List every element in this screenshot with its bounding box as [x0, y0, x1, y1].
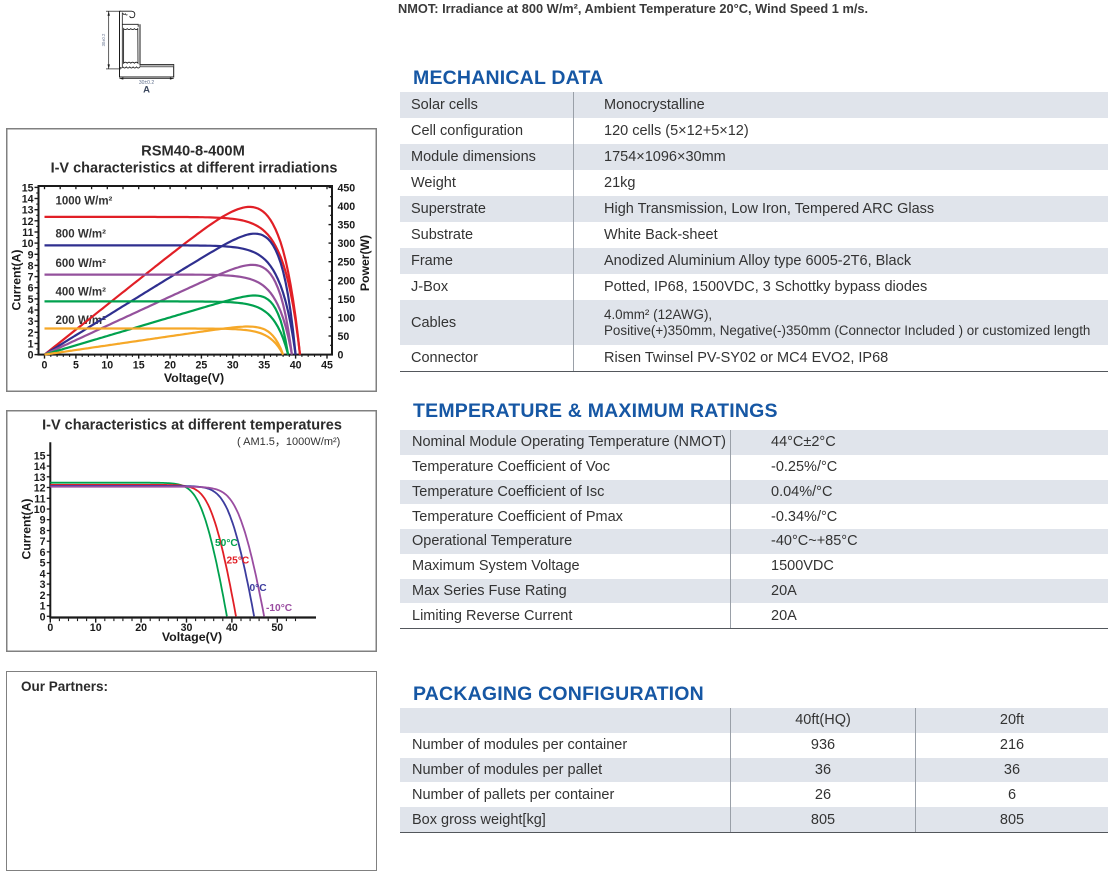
svg-text:1000 W/m²: 1000 W/m²: [56, 196, 113, 208]
svg-text:0: 0: [28, 350, 34, 362]
svg-text:7: 7: [28, 272, 34, 284]
svg-text:20: 20: [164, 360, 176, 372]
svg-text:Power(W): Power(W): [358, 235, 372, 291]
svg-text:12: 12: [34, 483, 46, 495]
svg-text:150: 150: [338, 294, 356, 306]
svg-text:15: 15: [34, 450, 46, 462]
svg-text:200: 200: [338, 275, 356, 287]
svg-text:Current(A): Current(A): [10, 250, 24, 311]
svg-text:5: 5: [40, 558, 46, 570]
svg-text:6: 6: [40, 547, 46, 559]
svg-text:10: 10: [34, 504, 46, 516]
svg-text:11: 11: [34, 493, 45, 505]
svg-text:3: 3: [40, 579, 46, 591]
svg-text:1: 1: [28, 339, 34, 351]
svg-text:2: 2: [28, 327, 34, 339]
svg-text:40: 40: [226, 622, 238, 634]
svg-text:8: 8: [28, 260, 34, 272]
svg-text:40: 40: [290, 360, 302, 372]
svg-text:300: 300: [338, 238, 356, 250]
svg-text:100: 100: [338, 312, 356, 324]
svg-text:250: 250: [338, 257, 356, 269]
svg-text:7: 7: [40, 536, 46, 548]
svg-text:13: 13: [22, 205, 34, 217]
svg-text:6: 6: [28, 283, 34, 295]
svg-text:25°C: 25°C: [227, 556, 250, 567]
svg-text:14: 14: [22, 194, 34, 206]
svg-text:400: 400: [338, 201, 356, 213]
svg-text:1: 1: [40, 601, 46, 613]
svg-text:10: 10: [101, 360, 113, 372]
svg-text:( AM1.5，1000W/m²): ( AM1.5，1000W/m²): [237, 436, 340, 448]
svg-text:0: 0: [40, 611, 46, 623]
svg-text:400 W/m²: 400 W/m²: [56, 287, 107, 299]
svg-text:RSM40-8-400M: RSM40-8-400M: [141, 144, 245, 160]
svg-text:I-V characteristics at differe: I-V characteristics at different tempera…: [42, 418, 342, 434]
svg-text:10: 10: [22, 238, 34, 250]
svg-text:50: 50: [271, 622, 283, 634]
svg-text:350: 350: [338, 220, 356, 232]
svg-text:30: 30: [181, 622, 193, 634]
svg-text:13: 13: [34, 472, 46, 484]
svg-text:20: 20: [135, 622, 147, 634]
svg-text:14: 14: [34, 461, 46, 473]
svg-text:30±0.2: 30±0.2: [139, 80, 154, 86]
svg-text:30±0.2: 30±0.2: [101, 33, 106, 46]
svg-text:11: 11: [22, 227, 33, 239]
svg-text:4: 4: [40, 568, 46, 580]
svg-text:3: 3: [28, 316, 34, 328]
svg-text:12: 12: [22, 216, 34, 228]
svg-text:I-V characteristics at differe: I-V characteristics at different irradia…: [51, 161, 338, 177]
svg-text:800 W/m²: 800 W/m²: [56, 229, 107, 241]
svg-text:Voltage(V): Voltage(V): [162, 630, 222, 644]
svg-text:10: 10: [90, 622, 102, 634]
svg-text:0: 0: [47, 622, 53, 634]
svg-text:5: 5: [28, 294, 34, 306]
svg-text:-10°C: -10°C: [266, 603, 293, 614]
svg-text:A: A: [143, 85, 150, 96]
svg-text:0: 0: [338, 350, 344, 362]
svg-text:15: 15: [22, 182, 34, 194]
svg-text:45: 45: [321, 360, 333, 372]
svg-text:Current(A): Current(A): [19, 499, 33, 560]
svg-text:50: 50: [338, 331, 350, 343]
svg-text:450: 450: [338, 182, 356, 194]
svg-text:0: 0: [42, 360, 48, 372]
svg-text:2: 2: [40, 590, 46, 602]
svg-text:25: 25: [196, 360, 208, 372]
svg-text:0°C: 0°C: [250, 583, 268, 594]
svg-text:600 W/m²: 600 W/m²: [56, 258, 107, 270]
svg-text:15: 15: [133, 360, 145, 372]
svg-text:9: 9: [40, 515, 46, 527]
svg-text:Voltage(V): Voltage(V): [164, 371, 224, 385]
svg-text:5: 5: [73, 360, 79, 372]
svg-text:50°C: 50°C: [215, 538, 238, 549]
svg-text:4: 4: [28, 305, 34, 317]
svg-text:35: 35: [258, 360, 270, 372]
svg-text:9: 9: [28, 249, 34, 261]
svg-text:30: 30: [227, 360, 239, 372]
svg-text:8: 8: [40, 526, 46, 538]
